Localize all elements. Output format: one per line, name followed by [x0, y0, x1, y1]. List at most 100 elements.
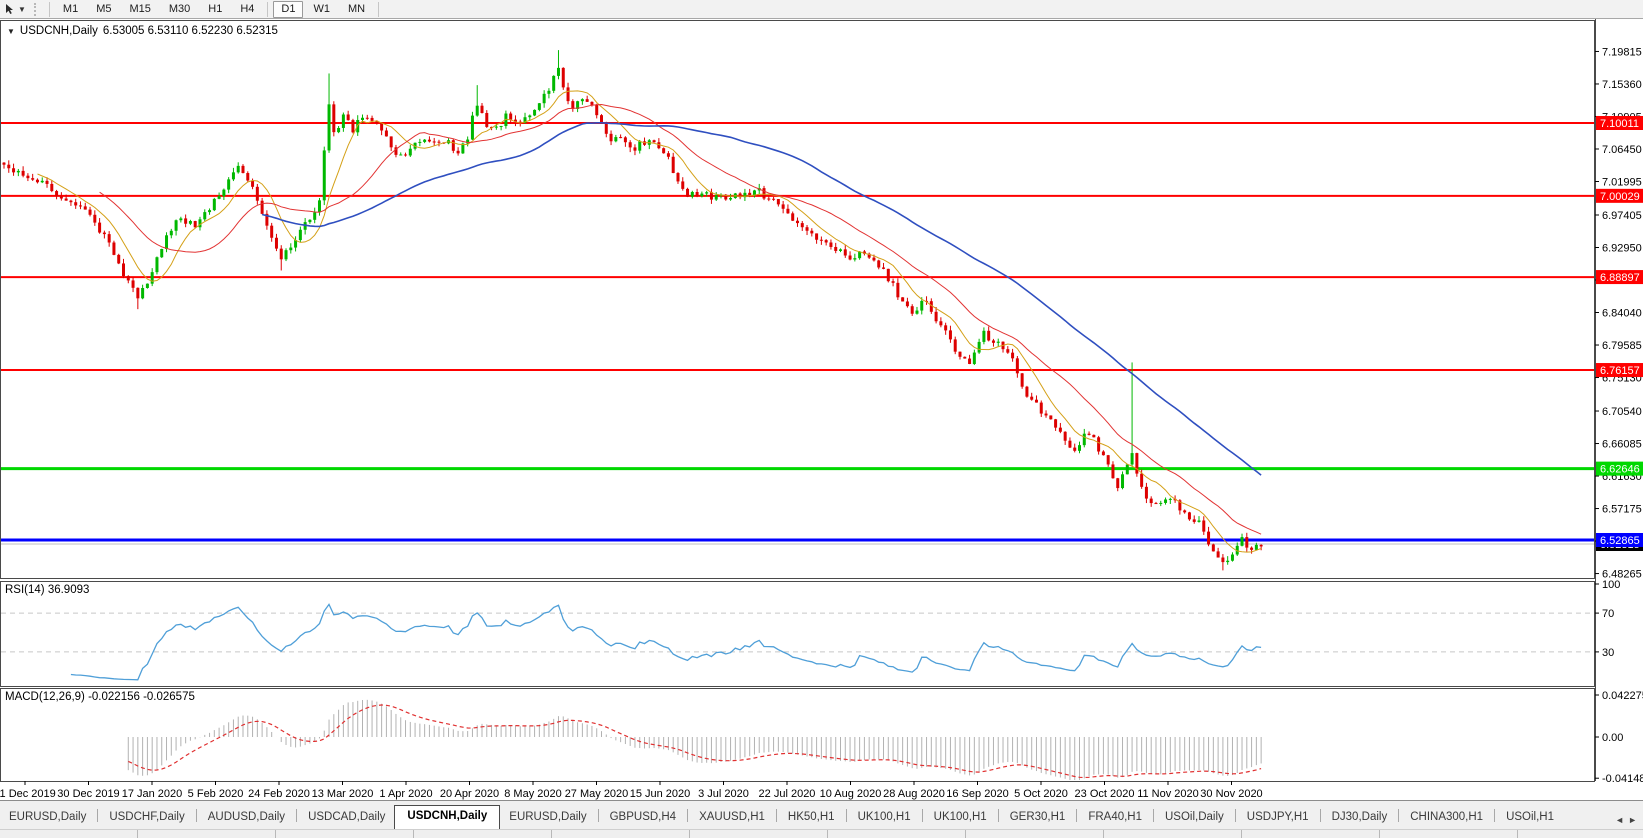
candle-body [399, 154, 403, 156]
timeframe-button-h4[interactable]: H4 [240, 2, 255, 15]
candle-body [298, 229, 302, 241]
tab-separator [1234, 809, 1236, 822]
ma-slow-line [261, 122, 1262, 476]
candle-body [882, 267, 886, 269]
candle-body [351, 120, 355, 133]
tab-dj30-daily[interactable]: DJ30,Daily [1331, 811, 1388, 823]
tab-fra40-h1[interactable]: FRA40,H1 [1088, 811, 1142, 823]
timeframe-button-w1[interactable]: W1 [313, 2, 330, 15]
candle-body [858, 251, 862, 259]
date-label: 17 Jan 2020 [122, 788, 183, 800]
date-label: 5 Oct 2020 [1014, 788, 1068, 800]
candle-body [1226, 560, 1230, 563]
candle-body [772, 198, 776, 200]
candle-body [279, 248, 283, 260]
candle-body [743, 192, 747, 198]
toolbar-separator [48, 1, 50, 17]
price-level-lines [1, 122, 1594, 545]
timeframe-button-m1[interactable]: M1 [62, 2, 79, 15]
tab-usdcad-daily[interactable]: USDCAD,Daily [308, 811, 386, 823]
tab-xauusd-h1[interactable]: XAUUSD,H1 [699, 811, 765, 823]
chart-canvas[interactable]: 7.198157.153607.109057.064507.019956.974… [0, 19, 1643, 800]
candle-body [1116, 478, 1120, 489]
tab-separator [997, 809, 999, 822]
tab-separator [845, 809, 847, 822]
candle-body [284, 250, 288, 260]
timeframe-button-m5[interactable]: M5 [96, 2, 112, 15]
timeframe-button-h1[interactable]: H1 [208, 2, 223, 15]
cursor-tool-button[interactable]: ▼ [0, 1, 30, 18]
tab-scroll-left-icon[interactable]: ◄ [1615, 815, 1625, 825]
candle-body [12, 168, 16, 173]
candle-body [1087, 433, 1091, 435]
candle-body [1092, 434, 1096, 438]
candle-body [456, 150, 460, 154]
tab-gbpusd-h4[interactable]: GBPUSD,H4 [609, 811, 677, 823]
tab-usdcnh-daily[interactable]: USDCNH,Daily [394, 805, 501, 829]
tab-audusd-daily[interactable]: AUDUSD,Daily [207, 811, 286, 823]
candle-body [1250, 547, 1254, 550]
candle-body [45, 180, 49, 184]
candle-body [1240, 537, 1244, 546]
candle-body [1101, 451, 1105, 456]
candle-body [255, 186, 259, 201]
price-line-label-7.10011: 7.10011 [1600, 118, 1639, 130]
candle-body [322, 150, 326, 201]
candle-body [327, 104, 331, 151]
candle-body [767, 198, 771, 200]
candle-body [26, 175, 30, 179]
tab-separator [921, 809, 923, 822]
price-tick-label: 7.19815 [1602, 46, 1642, 58]
candle-body [877, 260, 881, 268]
price-tick-label: 6.57175 [1602, 504, 1642, 516]
macd-indicator-label: MACD(12,26,9) -0.022156 -0.026575 [5, 691, 195, 703]
timeframe-button-m30[interactable]: M30 [168, 2, 191, 15]
tab-uk100-h1[interactable]: UK100,H1 [933, 811, 987, 823]
candle-body [31, 178, 35, 180]
candle-body [1125, 464, 1129, 475]
tab-uk100-h1[interactable]: UK100,H1 [857, 811, 911, 823]
candle-body [748, 192, 752, 196]
timeframe-button-m15[interactable]: M15 [129, 2, 151, 15]
tab-eurusd-daily[interactable]: EURUSD,Daily [9, 811, 87, 823]
candle-body [375, 120, 379, 124]
tab-usdjpy-h1[interactable]: USDJPY,H1 [1246, 811, 1309, 823]
tab-separator [97, 809, 99, 822]
candle-body [2, 162, 6, 165]
candle-body [289, 247, 293, 251]
candle-body [174, 220, 178, 231]
tab-hk50-h1[interactable]: HK50,H1 [787, 811, 835, 823]
candle-body [566, 87, 570, 102]
tab-china300-h1[interactable]: CHINA300,H1 [1410, 811, 1484, 823]
candle-body [604, 122, 608, 134]
toolbar: ▼ M1 M5 M15 M30 H1 H4 D1 W1 MN [0, 0, 1643, 19]
tab-usoil-daily[interactable]: USOil,Daily [1165, 811, 1224, 823]
chart-dropdown-icon[interactable]: ▼ [7, 26, 15, 36]
tab-scroll-right-icon[interactable]: ► [1628, 815, 1637, 825]
price-tick-label: 7.15360 [1602, 79, 1642, 91]
price-line-label-6.88897: 6.88897 [1600, 272, 1640, 284]
timeframe-button-mn[interactable]: MN [347, 2, 366, 15]
candle-body [212, 198, 216, 211]
tab-ger30-h1[interactable]: GER30,H1 [1009, 811, 1066, 823]
rsi-pane [1, 603, 1594, 681]
toolbar-separator [267, 1, 269, 17]
candle-body [126, 276, 130, 281]
tab-usoil-h1[interactable]: USOil,H1 [1506, 811, 1555, 823]
candle-body [1058, 427, 1062, 432]
price-tick-label: 6.97405 [1602, 210, 1642, 222]
candle-body [1183, 510, 1187, 513]
candle-body [862, 251, 866, 254]
tab-usdchf-daily[interactable]: USDCHF,Daily [109, 811, 185, 823]
candle-body [131, 280, 135, 288]
candle-body [265, 213, 269, 226]
candle-body [1130, 453, 1134, 465]
tab-eurusd-daily[interactable]: EURUSD,Daily [509, 811, 587, 823]
candle-body [968, 358, 972, 364]
candle-body [1178, 500, 1182, 511]
date-label: 22 Jul 2020 [759, 788, 816, 800]
candle-body [145, 283, 149, 288]
timeframe-button-d1[interactable]: D1 [273, 0, 304, 18]
candle-body [1044, 413, 1048, 416]
candle-body [1207, 531, 1211, 545]
